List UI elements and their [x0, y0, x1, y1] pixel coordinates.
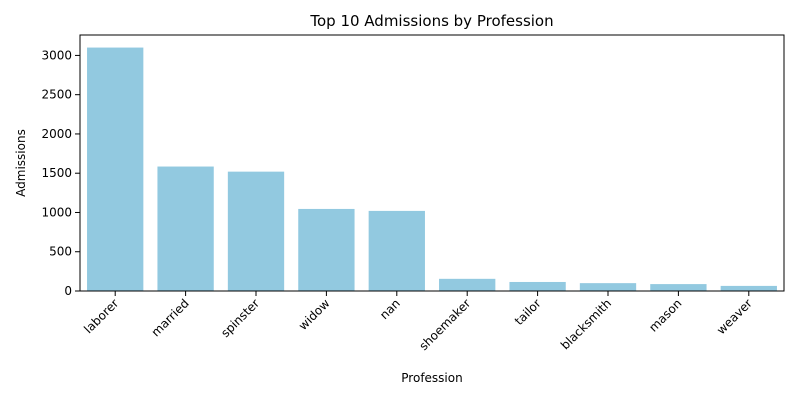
- bar-shoemaker: [439, 278, 496, 291]
- x-tick-label: spinster: [218, 296, 262, 340]
- bar-laborer: [87, 47, 144, 291]
- y-tick-label: 0: [64, 284, 72, 298]
- bar-married: [157, 166, 214, 291]
- x-tick-label: blacksmith: [558, 296, 614, 352]
- bar-spinster: [227, 171, 285, 291]
- x-tick-label: widow: [296, 296, 333, 333]
- chart-title: Top 10 Admissions by Profession: [309, 12, 553, 30]
- x-tick-label: married: [149, 296, 192, 339]
- x-axis: laborer married spinster widow nan shoemaker t…: [81, 291, 755, 353]
- x-tick-label: laborer: [81, 296, 121, 336]
- x-axis-label: Profession: [401, 371, 462, 385]
- x-tick-label: mason: [646, 296, 684, 334]
- y-tick-label: 1500: [41, 166, 72, 180]
- bar-widow: [298, 208, 355, 291]
- x-tick-label: weaver: [714, 296, 755, 337]
- y-tick-label: 3000: [41, 48, 72, 62]
- bars-group: [87, 47, 777, 291]
- y-tick-label: 500: [49, 245, 72, 259]
- y-tick-label: 2000: [41, 127, 72, 141]
- y-axis: 0 500 1000 1500 2000 2500 3000: [41, 48, 80, 298]
- y-tick-label: 2500: [41, 88, 72, 102]
- plot-frame: [79, 34, 785, 292]
- x-tick-label: shoemaker: [416, 296, 473, 353]
- y-axis-label: Admissions: [14, 129, 28, 197]
- bar-blacksmith: [579, 283, 637, 291]
- bar-mason: [650, 284, 707, 291]
- bar-tailor: [509, 281, 566, 291]
- x-tick-label: nan: [377, 296, 403, 322]
- y-tick-label: 1000: [41, 205, 72, 219]
- bar-nan: [368, 210, 425, 291]
- bar-weaver: [720, 285, 777, 291]
- x-tick-label: tailor: [512, 296, 544, 328]
